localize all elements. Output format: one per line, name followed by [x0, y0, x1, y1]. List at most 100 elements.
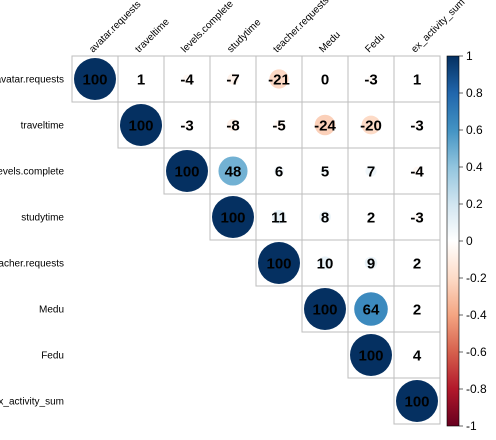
column-label: studytime — [225, 17, 263, 55]
correlation-value-label: -7 — [226, 72, 239, 89]
colorbar-tick-label: 0.6 — [466, 123, 483, 137]
correlation-value-label: -3 — [410, 210, 423, 227]
correlation-circle — [166, 150, 208, 192]
colorbar-tick-label: 0.4 — [466, 160, 483, 174]
correlation-value-label: 1 — [413, 72, 421, 89]
correlation-value-label: 6 — [275, 164, 283, 181]
correlation-circle — [412, 350, 422, 360]
correlation-circle — [368, 214, 374, 220]
correlation-circle — [364, 256, 378, 270]
correlation-circle — [412, 166, 422, 176]
correlation-value-label: -3 — [410, 118, 423, 135]
correlation-value-label: 100 — [220, 210, 245, 227]
correlation-value-label: -4 — [410, 164, 424, 181]
correlation-circle — [414, 260, 420, 266]
correlation-circle — [138, 76, 144, 82]
colorbar-tick-label: -0.4 — [466, 308, 487, 322]
correlation-value-label: -3 — [364, 72, 377, 89]
correlation-circle — [218, 156, 248, 186]
row-label: Medu — [39, 305, 64, 316]
correlation-value-label: -4 — [180, 72, 194, 89]
correlation-circle — [367, 75, 375, 83]
correlation-circle — [212, 196, 254, 238]
correlation-value-label: 2 — [367, 210, 375, 227]
correlation-circle — [413, 213, 421, 221]
correlation-value-label: 100 — [358, 348, 383, 365]
row-label: traveltime — [21, 121, 65, 132]
colorbar-tick-label: 0.2 — [466, 197, 483, 211]
correlation-value-label: -21 — [268, 72, 290, 89]
correlation-value-label: -20 — [360, 118, 382, 135]
correlation-circle — [354, 292, 388, 326]
correlation-value-label: 2 — [413, 256, 421, 273]
correlation-value-label: 48 — [225, 164, 242, 181]
correlation-value-label: 8 — [321, 210, 329, 227]
correlation-circle — [414, 306, 420, 312]
correlation-circle — [274, 120, 284, 130]
correlation-value-label: 7 — [367, 164, 375, 181]
row-label: avatar.requests — [0, 75, 64, 86]
row-label: teacher.requests — [0, 259, 64, 270]
correlation-value-label: 1 — [137, 72, 145, 89]
correlation-circle — [318, 256, 332, 270]
correlation-value-label: 64 — [363, 302, 380, 319]
correlation-value-label: -5 — [272, 118, 285, 135]
correlation-value-label: 10 — [317, 256, 334, 273]
column-label: ex_activity_sum — [409, 0, 467, 55]
correlation-value-label: 5 — [321, 164, 329, 181]
correlation-circle — [273, 165, 285, 177]
colorbar: 1 0.8 0.6 0.4 0.2 0 -0.2 -0.4 -0.6 -0.8 -1 — [446, 49, 487, 433]
correlation-circle — [414, 76, 420, 82]
colorbar-tick-label: -0.2 — [466, 271, 487, 285]
column-label: traveltime — [133, 16, 172, 55]
correlation-value-label: 9 — [367, 256, 375, 273]
correlation-circle — [413, 121, 421, 129]
correlation-circle — [361, 115, 381, 135]
correlation-value-label: 4 — [413, 348, 422, 365]
correlation-value-label: 2 — [413, 302, 421, 319]
colorbar-tick-label: -0.6 — [466, 345, 487, 359]
correlation-value-label: -8 — [226, 118, 239, 135]
correlation-circle — [320, 166, 330, 176]
correlation-circle — [350, 334, 392, 376]
correlation-circle — [258, 242, 300, 284]
correlation-circle — [74, 58, 116, 100]
correlation-value-label: 100 — [128, 118, 153, 135]
correlation-circle — [365, 165, 377, 177]
colorbar-tick-label: 1 — [466, 49, 473, 63]
correlation-value-label: 100 — [312, 302, 337, 319]
column-label: Fedu — [363, 31, 387, 55]
correlation-circle — [227, 119, 239, 131]
colorbar-tick-label: 0.8 — [466, 86, 483, 100]
correlation-circle — [182, 74, 192, 84]
correlation-value-label: 100 — [82, 72, 107, 89]
correlation-value-label: 100 — [266, 256, 291, 273]
correlation-circle — [396, 380, 438, 422]
correlation-circle — [183, 121, 191, 129]
row-label: ex_activity_sum — [0, 397, 64, 408]
colorbar-gradient — [447, 56, 459, 426]
row-label: Fedu — [41, 351, 64, 362]
row-label: studytime — [21, 213, 64, 224]
correlation-circle — [314, 114, 336, 136]
row-label: levels.complete — [0, 167, 64, 178]
correlation-circle — [304, 288, 346, 330]
correlation-value-label: 100 — [174, 164, 199, 181]
colorbar-tick-label: -0.8 — [466, 382, 487, 396]
colorbar-tick-label: 0 — [466, 234, 473, 248]
correlation-value-label: 11 — [271, 210, 287, 227]
matrix-cell-border — [301, 55, 349, 103]
colorbar-tick-label: -1 — [466, 419, 477, 433]
correlation-value-label: -24 — [314, 118, 336, 135]
correlation-circle — [120, 104, 162, 146]
correlation-circle — [227, 73, 239, 85]
matrix-cell-border — [347, 101, 395, 149]
correlation-circle — [272, 210, 286, 224]
correlation-value-label: 0 — [321, 72, 329, 89]
matrix-cell-border — [393, 55, 441, 103]
correlation-value-label: -3 — [180, 118, 193, 135]
correlation-circle — [319, 211, 331, 223]
correlation-value-label: 100 — [404, 394, 429, 411]
